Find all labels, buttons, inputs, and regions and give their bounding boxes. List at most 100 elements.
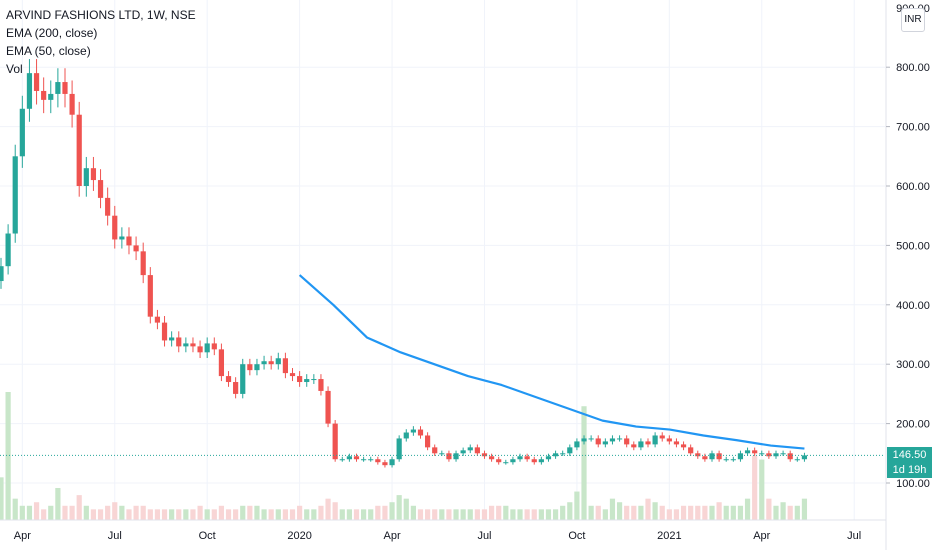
- time-axis[interactable]: Apr Jul Oct 2020 Apr Jul Oct 2021 Apr Jul: [0, 519, 886, 542]
- candle: [766, 453, 772, 457]
- volume-bar: [240, 505, 246, 520]
- x-tick-label: Oct: [568, 530, 585, 542]
- ema200-legend[interactable]: EMA (200, close): [6, 26, 98, 40]
- candle: [410, 429, 416, 433]
- volume-bar: [19, 505, 25, 520]
- volume-bars: [0, 392, 808, 520]
- candle: [659, 435, 665, 439]
- candle: [268, 361, 274, 365]
- volume-legend[interactable]: Vol: [6, 62, 23, 76]
- candle: [154, 316, 161, 323]
- candle: [325, 390, 331, 424]
- volume-bar: [439, 509, 445, 520]
- volume-bar: [588, 505, 594, 520]
- volume-bar: [595, 505, 601, 520]
- last-price-label: 146.50: [887, 447, 932, 463]
- volume-bar: [666, 509, 672, 520]
- x-tick-label: 2020: [287, 530, 311, 542]
- volume-bar: [417, 509, 424, 520]
- candle: [773, 453, 779, 457]
- candle: [12, 156, 18, 234]
- volume-bar: [766, 498, 772, 520]
- volume-bar: [311, 509, 317, 520]
- candle: [41, 90, 47, 100]
- candle: [403, 432, 409, 439]
- volume-bar: [773, 505, 779, 520]
- volume-bar: [695, 505, 701, 520]
- volume-bar: [787, 505, 793, 520]
- volume-bar: [275, 509, 281, 520]
- volume-bar: [97, 509, 104, 520]
- volume-bar: [673, 509, 680, 520]
- volume-bar: [574, 491, 580, 520]
- volume-bar: [503, 505, 509, 520]
- ema50-legend[interactable]: EMA (50, close): [6, 44, 91, 58]
- volume-bar: [581, 406, 587, 520]
- volume-bar: [105, 505, 111, 520]
- candle: [289, 373, 296, 377]
- candle: [794, 459, 800, 461]
- volume-bar: [0, 477, 4, 520]
- volume-bar: [517, 509, 523, 520]
- volume-bar: [716, 502, 722, 520]
- candle: [19, 108, 25, 157]
- candle: [652, 435, 658, 445]
- candle: [197, 346, 203, 353]
- candle: [517, 456, 523, 460]
- volume-bar: [161, 509, 168, 520]
- volume-bar: [730, 505, 736, 520]
- candle: [595, 438, 601, 445]
- candle: [666, 438, 672, 442]
- volume-bar: [140, 505, 146, 520]
- candle: [5, 233, 11, 267]
- candle: [702, 456, 708, 460]
- chart-legend: ARVIND FASHIONS LTD, 1W, NSE EMA (200, c…: [6, 6, 196, 78]
- candle: [624, 438, 630, 445]
- volume-bar: [801, 498, 808, 520]
- candle: [688, 447, 694, 454]
- candle: [460, 450, 466, 454]
- volume-bar: [737, 505, 744, 520]
- candle: [105, 197, 111, 216]
- candle: [375, 459, 381, 463]
- volume-bar: [282, 509, 288, 520]
- volume-bar: [204, 509, 210, 520]
- y-tick-label: 200.00: [896, 419, 930, 431]
- candle: [382, 462, 388, 466]
- volume-bar: [119, 505, 125, 520]
- volume-bar: [225, 509, 232, 520]
- candle: [346, 456, 352, 460]
- symbol-title[interactable]: ARVIND FASHIONS LTD, 1W, NSE: [6, 8, 196, 22]
- candle: [112, 215, 118, 240]
- candle: [26, 73, 33, 109]
- candle: [361, 459, 367, 461]
- candle: [240, 364, 246, 394]
- volume-bar: [297, 505, 303, 520]
- candle: [76, 114, 82, 186]
- volume-bar: [382, 505, 388, 520]
- volume-bar: [361, 509, 367, 520]
- volume-bar: [567, 502, 573, 520]
- volume-bar: [403, 498, 409, 520]
- x-tick-label: Apr: [14, 530, 31, 542]
- volume-bar: [467, 509, 473, 520]
- volume-bar: [645, 498, 651, 520]
- volume-bar: [702, 505, 708, 520]
- candle: [481, 453, 488, 457]
- currency-badge[interactable]: INR: [901, 8, 925, 32]
- ema-line: [298, 274, 805, 450]
- volume-bar: [375, 505, 381, 520]
- candle: [453, 453, 459, 460]
- price-axis[interactable]: 100.00 200.00 300.00 400.00 500.00 600.00 700.…: [885, 0, 932, 550]
- volume-bar: [83, 505, 89, 520]
- volume-bar: [481, 509, 488, 520]
- candle: [581, 438, 587, 442]
- volume-bar: [453, 509, 459, 520]
- volume-bar: [318, 505, 324, 520]
- countdown-label: 1d 19h: [887, 463, 932, 478]
- y-tick-label: 600.00: [896, 181, 930, 193]
- volume-bar: [652, 502, 658, 520]
- candle: [176, 337, 182, 347]
- candle: [531, 459, 537, 463]
